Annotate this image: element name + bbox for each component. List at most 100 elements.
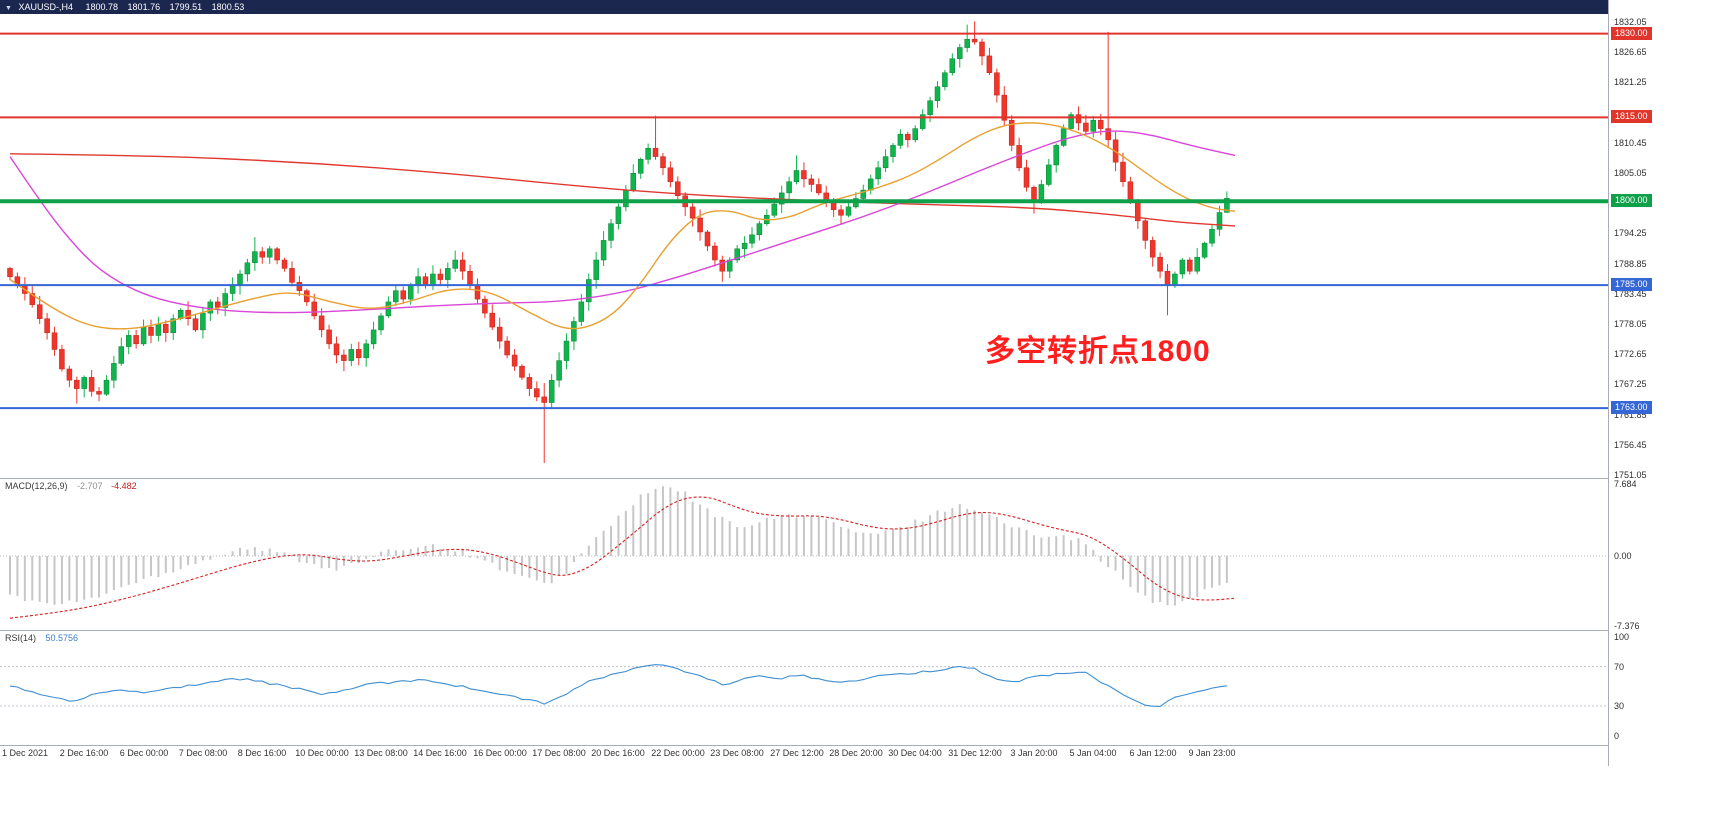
candle-body xyxy=(1075,114,1082,124)
time-label-20: 9 Jan 23:00 xyxy=(1188,748,1236,758)
candle-body xyxy=(81,377,87,389)
candle-body xyxy=(704,231,711,247)
ma-slow-red-line xyxy=(9,153,1236,227)
candle-body xyxy=(675,181,681,196)
candle-body xyxy=(170,318,176,333)
candle-body xyxy=(719,259,726,272)
candle-body xyxy=(1142,220,1149,241)
candle-body xyxy=(534,388,540,398)
candle-body xyxy=(355,349,362,359)
time-label-13: 27 Dec 12:00 xyxy=(770,748,824,758)
candle-body xyxy=(786,181,792,194)
candle-body xyxy=(36,304,43,319)
time-axis[interactable]: 1 Dec 2021 2 Dec 16:00 6 Dec 00:00 7 Dec 08… xyxy=(0,746,1608,764)
candle-body xyxy=(445,268,451,280)
candle-body xyxy=(957,47,963,59)
price-tick-1761.85: 1761.85 xyxy=(1614,410,1647,420)
price-tick-1826.65: 1826.65 xyxy=(1614,47,1647,57)
candle-body xyxy=(370,329,377,345)
symbol-timeframe-label: XAUUSD-,H4 xyxy=(18,2,73,12)
candle-body xyxy=(259,251,266,258)
candle-body xyxy=(563,340,570,361)
panel-separator xyxy=(0,630,1723,631)
macd-signal-value: -4.482 xyxy=(111,481,137,491)
candle-body xyxy=(890,145,896,157)
candle-body xyxy=(526,377,533,389)
chart-dropdown-icon[interactable]: ▼ xyxy=(5,5,12,12)
annotation-text[interactable]: 多空转折点1800 xyxy=(985,335,1211,368)
candle-body xyxy=(289,268,295,283)
candle-body xyxy=(393,290,399,303)
macd-panel-canvas[interactable] xyxy=(0,479,1608,629)
candle-body xyxy=(452,259,458,269)
candle-body xyxy=(496,326,503,342)
candle-body xyxy=(341,354,347,361)
candle-body xyxy=(593,259,599,280)
candle-body xyxy=(660,156,666,169)
rsi-indicator-label: RSI(14) 50.5756 xyxy=(5,633,78,643)
candle-body xyxy=(326,329,332,345)
candle-body xyxy=(96,391,102,395)
candle-body xyxy=(1105,128,1111,141)
rsi-name: RSI(14) xyxy=(5,633,37,643)
candle-body xyxy=(1068,114,1074,129)
candle-body xyxy=(74,379,80,389)
candle-body xyxy=(749,234,755,244)
candle-body xyxy=(1224,198,1230,213)
candle-body xyxy=(1157,256,1163,272)
price-axis[interactable]: 1832.05 1826.65 1821.25 1810.45 1805.05 1794.… xyxy=(1608,0,1723,766)
candle-body xyxy=(994,72,1000,96)
main-chart-canvas[interactable] xyxy=(0,14,1608,478)
candle-body xyxy=(979,41,985,57)
time-label-1: 2 Dec 16:00 xyxy=(59,748,109,758)
time-label-16: 31 Dec 12:00 xyxy=(948,748,1002,758)
price-tick-1821.25: 1821.25 xyxy=(1614,77,1647,87)
candle-body xyxy=(927,100,933,115)
candle-body xyxy=(608,223,614,241)
candle-body xyxy=(44,318,50,333)
price-tick-1767.25: 1767.25 xyxy=(1614,379,1647,389)
candle-body xyxy=(964,38,970,48)
candle-body xyxy=(652,147,659,157)
candle-body xyxy=(1164,270,1171,286)
candle-body xyxy=(1097,119,1104,129)
candle-body xyxy=(548,379,555,403)
panel-separator xyxy=(0,745,1723,746)
candle-body xyxy=(1046,164,1052,185)
candle-body xyxy=(7,268,13,278)
time-label-6: 13 Dec 08:00 xyxy=(354,748,408,758)
candle-body xyxy=(1201,242,1208,258)
candle-body xyxy=(511,354,518,367)
candle-body xyxy=(266,248,273,258)
candle-body xyxy=(415,276,421,286)
candle-body xyxy=(59,349,65,370)
ma-fast-orange-line xyxy=(9,122,1236,330)
time-label-8: 16 Dec 00:00 xyxy=(473,748,527,758)
candle-body xyxy=(1008,119,1015,146)
price-tick-1751.05: 1751.05 xyxy=(1614,470,1647,480)
candle-body xyxy=(1149,240,1156,258)
candle-body xyxy=(1090,119,1097,132)
price-badge-1815.00: 1815.00 xyxy=(1611,110,1652,123)
rsi-scale-tick-30: 30 xyxy=(1614,701,1625,711)
candle-body xyxy=(504,340,510,356)
candle-body xyxy=(274,248,280,261)
candle-body xyxy=(519,365,525,378)
candle-body xyxy=(1060,128,1067,146)
rsi-panel-canvas[interactable] xyxy=(0,631,1608,744)
candle-body xyxy=(697,217,703,233)
time-label-2: 6 Dec 00:00 xyxy=(119,748,169,758)
candle-body xyxy=(712,245,718,261)
candle-body xyxy=(971,38,978,43)
candle-body xyxy=(867,178,874,191)
quote-open: 1800.78 xyxy=(85,2,119,12)
candle-body xyxy=(1023,167,1030,188)
candle-body xyxy=(793,170,800,182)
rsi-line xyxy=(9,664,1227,707)
candle-body xyxy=(600,240,607,261)
candle-body xyxy=(125,335,132,347)
macd-signal-line xyxy=(9,496,1235,619)
price-badge-1800.00: 1800.00 xyxy=(1611,194,1652,207)
candle-body xyxy=(281,259,288,269)
candle-body xyxy=(333,343,340,356)
